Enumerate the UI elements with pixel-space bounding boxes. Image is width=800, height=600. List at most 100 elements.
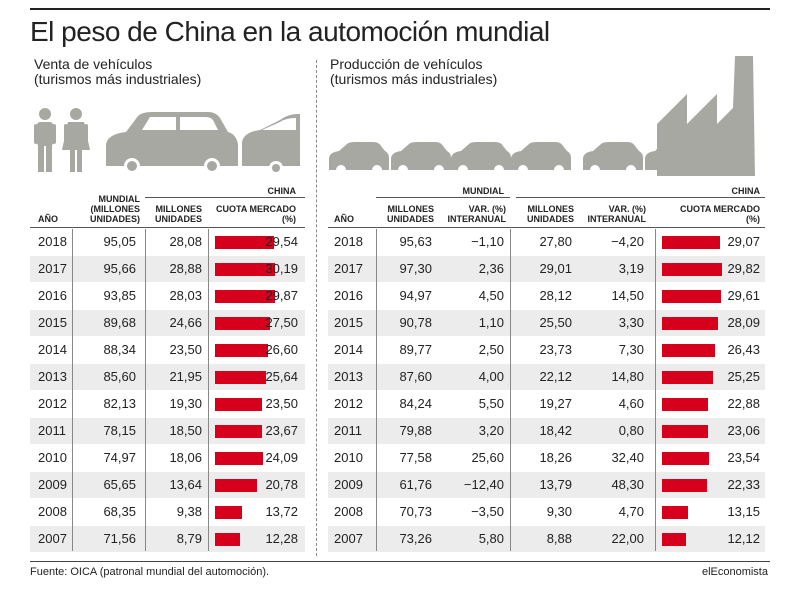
year-cell: 2016 [38,288,67,303]
world-variation-cell: 4,50 [478,288,504,303]
column-separator [208,229,209,551]
year-cell: 2014 [334,342,363,357]
share-bar [662,533,687,546]
world-production-cell: 77,58 [399,450,432,465]
year-cell: 2007 [38,531,67,546]
china-sales-cell: 28,88 [169,261,202,276]
china-sales-cell: 28,03 [169,288,202,303]
share-bar [215,479,257,492]
sales-pictogram [34,108,300,174]
china-variation-cell: 48,30 [611,477,644,492]
world-production-cell: 97,30 [399,261,432,276]
china-production-cell: 18,26 [539,450,572,465]
world-production-cell: 79,88 [399,423,432,438]
china-production-cell: 28,12 [539,288,572,303]
share-cell: 25,64 [265,369,298,384]
column-separator [376,229,377,551]
brand-label: elEconomista [701,566,768,578]
world-sales-cell: 71,56 [103,531,136,546]
left-subtitle: Venta de vehículos (turismos más industr… [34,57,201,87]
china-production-cell: 22,12 [539,369,572,384]
world-variation-cell: 5,50 [478,396,504,411]
world-production-cell: 84,24 [399,396,432,411]
china-sales-cell: 18,06 [169,450,202,465]
row-shade [30,526,305,552]
woman-icon [62,108,90,172]
share-cell: 29,54 [265,234,298,249]
china-sales-cell: 8,79 [176,531,202,546]
share-bar [662,506,689,519]
share-bar [662,398,708,411]
share-bar [215,236,275,249]
world-sales-cell: 74,97 [103,450,136,465]
china-production-cell: 9,30 [546,504,572,519]
share-bar [662,452,710,465]
share-bar [215,371,267,384]
year-cell: 2009 [334,477,363,492]
share-cell: 30,19 [265,261,298,276]
production-pictogram [329,56,755,176]
china-variation-cell: 0,80 [618,423,644,438]
china-sales-cell: 28,08 [169,234,202,249]
world-variation-cell: 2,36 [478,261,504,276]
share-cell: 28,09 [727,315,760,330]
car-row-icons [329,142,663,175]
man-icon [34,108,56,172]
china-sales-cell: 19,30 [169,396,202,411]
china-variation-cell: 14,80 [611,369,644,384]
world-variation-cell: −1,10 [471,234,504,249]
share-cell: 13,72 [265,504,298,519]
left-subtitle-line1: Venta de vehículos [34,56,153,72]
share-cell: 12,28 [265,531,298,546]
world-production-cell: 87,60 [399,369,432,384]
china-production-cell: 18,42 [539,423,572,438]
right-header-year: AÑO [334,214,354,224]
share-cell: 26,43 [727,342,760,357]
china-variation-cell: 3,19 [618,261,644,276]
world-sales-cell: 65,65 [103,477,136,492]
share-bar [662,290,722,303]
world-variation-cell: 3,20 [478,423,504,438]
column-separator [510,229,511,551]
china-sales-cell: 9,38 [176,504,202,519]
share-bar [215,452,264,465]
year-cell: 2017 [334,261,363,276]
share-cell: 23,54 [727,450,760,465]
world-sales-cell: 85,60 [103,369,136,384]
world-production-cell: 90,78 [399,315,432,330]
factory-icon [657,56,755,176]
year-cell: 2012 [334,396,363,411]
world-variation-cell: 4,00 [478,369,504,384]
year-cell: 2012 [38,396,67,411]
left-header-world: MUNDIAL (MILLONES UNIDADES) [89,194,140,224]
right-subtitle-line2: (turismos más industriales) [330,71,498,87]
right-subtitle-line1: Producción de vehículos [330,56,483,72]
left-subtitle-line2: (turismos más industriales) [34,71,202,87]
share-bar [215,344,269,357]
left-header-rule [30,227,305,228]
column-separator [655,229,656,551]
china-sales-cell: 21,95 [169,369,202,384]
share-cell: 29,61 [727,288,760,303]
year-cell: 2015 [334,315,363,330]
world-production-cell: 61,76 [399,477,432,492]
year-cell: 2008 [334,504,363,519]
share-bar [662,344,715,357]
china-production-cell: 25,50 [539,315,572,330]
share-bar [662,479,707,492]
world-variation-cell: 5,80 [478,531,504,546]
china-variation-cell: 32,40 [611,450,644,465]
share-bar [662,236,721,249]
year-cell: 2013 [38,369,67,384]
world-sales-cell: 95,66 [103,261,136,276]
left-header-units: MILLONES UNIDADES [154,204,202,224]
world-sales-cell: 78,15 [103,423,136,438]
china-variation-cell: 4,70 [618,504,644,519]
world-sales-cell: 88,34 [103,342,136,357]
year-cell: 2018 [334,234,363,249]
right-world-group-rule [376,197,510,198]
share-cell: 23,67 [265,423,298,438]
world-production-cell: 70,73 [399,504,432,519]
china-sales-cell: 18,50 [169,423,202,438]
world-variation-cell: 1,10 [478,315,504,330]
